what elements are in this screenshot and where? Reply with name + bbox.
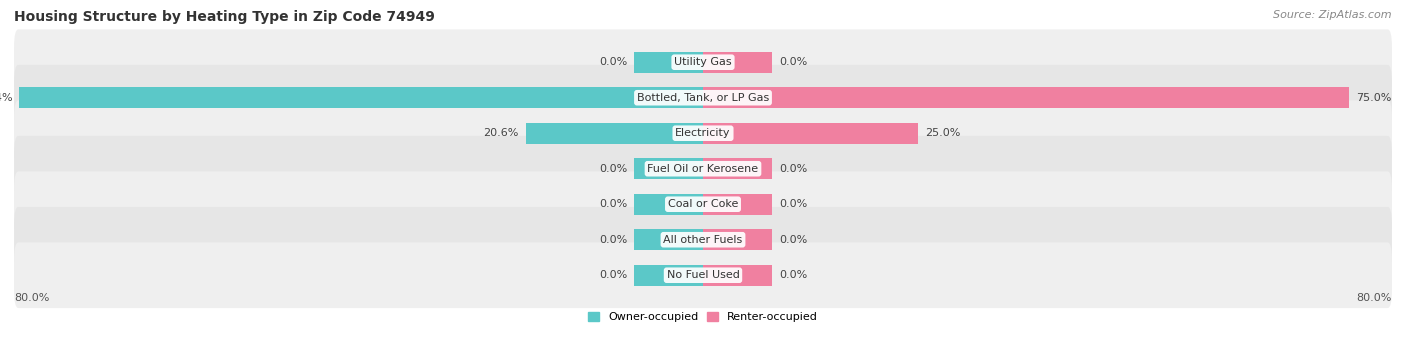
Text: All other Fuels: All other Fuels [664, 235, 742, 245]
Text: 0.0%: 0.0% [779, 235, 807, 245]
Bar [634, 265, 703, 286]
FancyBboxPatch shape [14, 172, 1392, 237]
Text: 0.0%: 0.0% [599, 164, 627, 174]
Text: Utility Gas: Utility Gas [675, 57, 731, 67]
Text: 0.0%: 0.0% [779, 164, 807, 174]
Text: 0.0%: 0.0% [599, 57, 627, 67]
Bar [703, 122, 918, 144]
FancyBboxPatch shape [14, 65, 1392, 131]
FancyBboxPatch shape [14, 29, 1392, 95]
Text: 79.4%: 79.4% [0, 93, 13, 103]
Bar [526, 122, 703, 144]
FancyBboxPatch shape [14, 242, 1392, 308]
Text: 0.0%: 0.0% [779, 199, 807, 209]
Text: No Fuel Used: No Fuel Used [666, 270, 740, 280]
FancyBboxPatch shape [14, 207, 1392, 272]
Text: 20.6%: 20.6% [484, 128, 519, 138]
Text: 80.0%: 80.0% [14, 293, 49, 303]
Bar [703, 158, 772, 179]
Text: Fuel Oil or Kerosene: Fuel Oil or Kerosene [647, 164, 759, 174]
Text: Coal or Coke: Coal or Coke [668, 199, 738, 209]
Text: 75.0%: 75.0% [1355, 93, 1391, 103]
Text: 0.0%: 0.0% [599, 199, 627, 209]
Text: Bottled, Tank, or LP Gas: Bottled, Tank, or LP Gas [637, 93, 769, 103]
Text: Housing Structure by Heating Type in Zip Code 74949: Housing Structure by Heating Type in Zip… [14, 10, 434, 24]
Text: Electricity: Electricity [675, 128, 731, 138]
Bar [703, 87, 1348, 108]
Text: Source: ZipAtlas.com: Source: ZipAtlas.com [1274, 10, 1392, 20]
Bar [703, 51, 772, 73]
Bar [20, 87, 703, 108]
Bar [634, 158, 703, 179]
Bar [634, 51, 703, 73]
Bar [634, 229, 703, 250]
Bar [703, 265, 772, 286]
Text: 0.0%: 0.0% [599, 270, 627, 280]
Text: 0.0%: 0.0% [779, 270, 807, 280]
Legend: Owner-occupied, Renter-occupied: Owner-occupied, Renter-occupied [585, 309, 821, 326]
Bar [703, 229, 772, 250]
Text: 0.0%: 0.0% [599, 235, 627, 245]
Text: 25.0%: 25.0% [925, 128, 960, 138]
FancyBboxPatch shape [14, 136, 1392, 202]
FancyBboxPatch shape [14, 100, 1392, 166]
Bar [703, 194, 772, 215]
Text: 80.0%: 80.0% [1357, 293, 1392, 303]
Bar [634, 194, 703, 215]
Text: 0.0%: 0.0% [779, 57, 807, 67]
